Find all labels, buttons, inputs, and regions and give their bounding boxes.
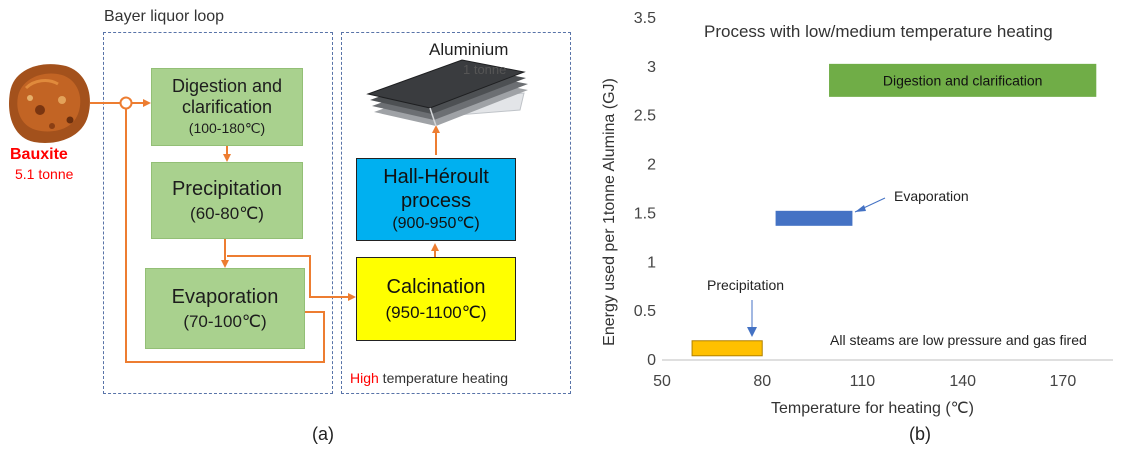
caption-b: (b) [909,424,931,444]
x-tick-label: 170 [1050,373,1077,390]
hall-heroult-temp: (900-950℃) [392,214,480,232]
precipitation-temp: (60-80℃) [190,203,264,223]
hall-heroult-title-line1: Hall-Héroult [383,165,489,188]
y-tick-label: 2.5 [634,108,656,125]
aluminium-amount: 1 tonne [463,62,507,77]
annotation-precipitation: Precipitation [707,277,784,293]
hall-heroult-box: Hall-Héroult process (900-950℃) [356,158,516,241]
calcination-title: Calcination [386,275,486,298]
annotation-evaporation: Evaporation [894,188,969,204]
bauxite-label: Bauxite [10,146,68,163]
digestion-box: Digestion and clarification (100-180℃) [151,68,303,146]
chart-title: Process with low/medium temperature heat… [704,22,1053,41]
calcination-temp: (950-1100℃) [385,302,487,322]
panel-a-connectors [9,59,528,363]
y-tick-label: 3 [647,59,656,76]
high-temperature-container [341,32,571,394]
x-tick-label: 50 [653,373,671,390]
digestion-title-line2: clarification [181,97,273,117]
x-tick-label: 140 [949,373,976,390]
x-tick-label: 110 [850,373,876,390]
high-word: High [350,370,379,386]
calcination-box: Calcination (950-1100℃) [356,257,516,341]
y-tick-label: 0.5 [634,303,656,320]
bar-label-inside: Digestion and clarification [883,72,1043,88]
evaporation-pointer-head [855,205,866,212]
bauxite-rock-image [9,64,90,143]
bar-precipitation [691,340,763,357]
temperature-heating-text: temperature heating [378,370,508,386]
y-tick-label: 2 [647,157,656,174]
bayer-loop-label: Bayer liquor loop [104,8,225,25]
bar-digestion-and-clarification [829,63,1097,97]
aluminium-label: Aluminium [429,40,509,59]
evaporation-title: Evaporation [171,285,279,308]
y-tick-label: 1 [647,254,656,271]
caption-a: (a) [312,424,334,444]
annotation-steam-note: All steams are low pressure and gas fire… [830,332,1087,348]
bar-evaporation [775,210,853,226]
chart-y-axis-label: Energy used per 1tonne Alumina (GJ) [601,78,618,346]
y-tick-label: 0 [647,352,656,369]
y-tick-label: 3.5 [634,10,656,27]
mixing-junction [119,96,133,110]
precipitation-title: Precipitation [171,177,283,200]
precipitation-box: Precipitation (60-80℃) [151,162,303,239]
y-tick-label: 1.5 [634,205,656,222]
digestion-temp: (100-180℃) [188,120,266,136]
branch-to-calcination-arrow [227,255,356,301]
aluminium-sheets-image [366,59,528,127]
evaporation-temp: (70-100℃) [183,311,267,331]
chart-x-axis-label: Temperature for heating (℃) [771,400,974,417]
hall-heroult-title-line2: process [400,189,472,212]
bayer-loop-container [103,32,333,394]
bauxite-amount: 5.1 tonne [15,166,74,182]
precipitation-pointer-head [747,327,757,337]
recycle-loop-line [125,109,325,363]
evaporation-box: Evaporation (70-100℃) [145,268,305,349]
digestion-title-line1: Digestion and [171,76,283,96]
high-temperature-label: High temperature heating [350,370,508,386]
x-tick-label: 80 [753,373,771,390]
